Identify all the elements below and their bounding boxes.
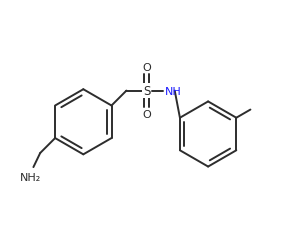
Text: O: O — [142, 63, 151, 73]
Text: NH: NH — [165, 86, 182, 96]
Text: S: S — [143, 85, 150, 98]
Text: O: O — [142, 109, 151, 119]
Text: NH₂: NH₂ — [20, 172, 41, 182]
